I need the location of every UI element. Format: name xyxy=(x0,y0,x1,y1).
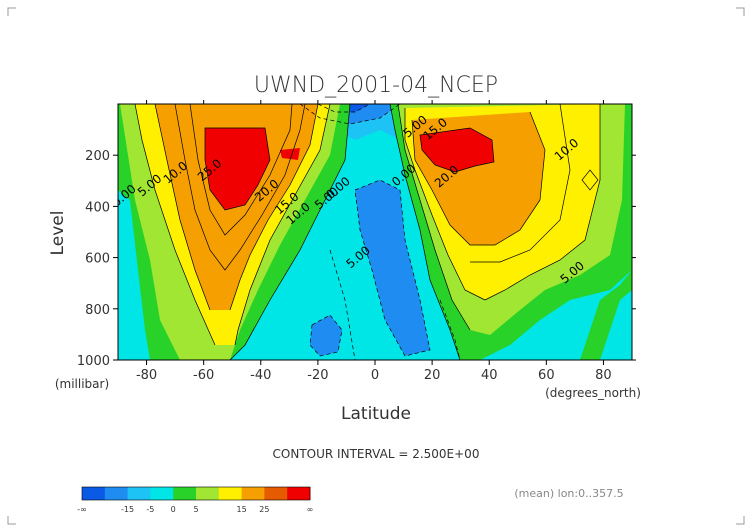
y-axis-unit: (millibar) xyxy=(55,377,109,391)
y-tick-label: 400 xyxy=(85,200,110,215)
x-tick-label: 80 xyxy=(595,368,612,383)
x-axis: -80 -60 -40 -20 0 20 40 60 80 xyxy=(136,100,612,383)
legend-swatch xyxy=(127,487,151,500)
y-tick-label: 1000 xyxy=(77,354,110,369)
legend-swatch xyxy=(82,487,106,500)
chart-title: UWND_2001-04_NCEP xyxy=(254,73,498,98)
field-tropical-negative-b xyxy=(310,315,342,356)
legend-label: 5 xyxy=(193,505,198,514)
x-tick-label: 60 xyxy=(538,368,555,383)
field-nh-25 xyxy=(420,128,494,172)
x-tick-label: -40 xyxy=(250,368,271,383)
legend-label: -5 xyxy=(146,505,154,514)
contour-interval-note: CONTOUR INTERVAL = 2.500E+00 xyxy=(273,447,480,461)
mean-note: (mean) lon:0..357.5 xyxy=(514,487,623,500)
y-axis-label: Level xyxy=(48,211,68,256)
y-tick-label: 200 xyxy=(85,149,110,164)
x-tick-label: -80 xyxy=(136,368,157,383)
legend-label: 25 xyxy=(259,505,269,514)
legend-label: -15 xyxy=(121,505,134,514)
field-sh-25 xyxy=(205,128,270,210)
x-tick-label: -20 xyxy=(307,368,328,383)
y-tick-label: 600 xyxy=(85,252,110,267)
legend-swatch xyxy=(150,487,174,500)
field-nh-surface-b xyxy=(600,290,632,360)
legend-label: 15 xyxy=(237,505,247,514)
x-tick-label: 0 xyxy=(371,368,379,383)
legend-swatch xyxy=(264,487,288,500)
x-tick-label: 20 xyxy=(424,368,441,383)
dashed-contours xyxy=(299,104,461,360)
color-legend: -∞ -15 -5 0 5 15 25 ∞ xyxy=(77,486,314,514)
field-tropical-negative xyxy=(355,180,430,356)
y-axis: 200 400 600 800 1000 xyxy=(77,149,636,369)
x-tick-label: -60 xyxy=(193,368,214,383)
x-axis-label: Latitude xyxy=(341,404,411,424)
legend-swatch xyxy=(218,487,243,500)
legend-swatch xyxy=(104,487,129,500)
legend-frame xyxy=(81,486,311,501)
field-sh-25b xyxy=(280,148,300,160)
legend-swatch xyxy=(173,487,197,500)
legend-label: -∞ xyxy=(77,505,87,514)
legend-label: 0 xyxy=(171,505,176,514)
x-tick-label: 40 xyxy=(481,368,498,383)
legend-swatch xyxy=(287,487,311,500)
x-axis-unit: (degrees_north) xyxy=(545,386,641,400)
field-sh-polar xyxy=(118,190,150,360)
legend-label: ∞ xyxy=(307,505,314,514)
contour-lines xyxy=(134,104,601,360)
y-tick-label: 800 xyxy=(85,303,110,318)
legend-swatch xyxy=(196,487,220,500)
legend-swatch xyxy=(241,487,265,500)
